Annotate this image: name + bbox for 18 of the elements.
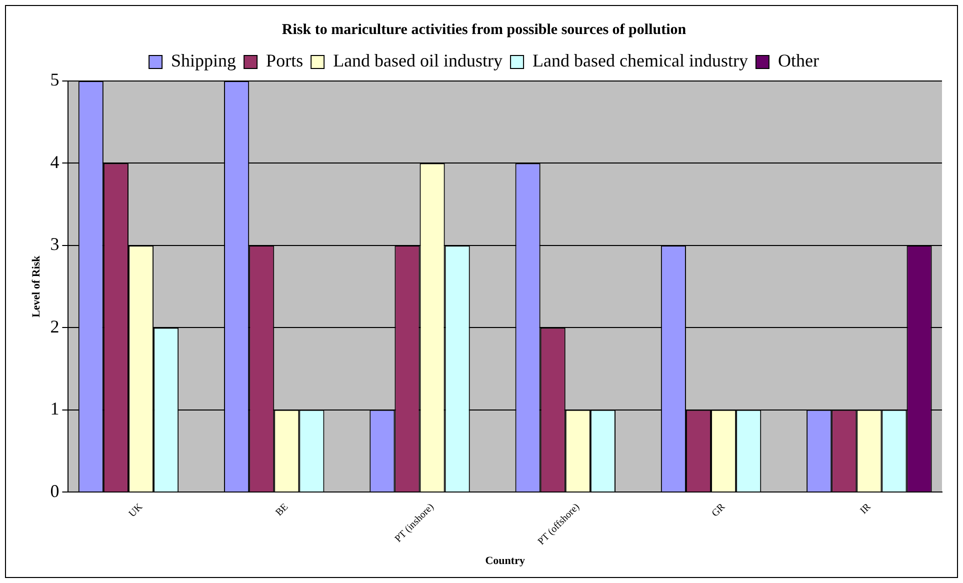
y-tick-label: 5 [50,70,60,90]
x-tick-label: IR [858,501,874,516]
y-tick-label: 3 [50,234,60,254]
legend-label: Land based oil industry [333,50,503,71]
legend-label: Land based chemical industry [532,50,748,71]
y-tick-label: 1 [50,398,60,419]
x-tick-label: BE [274,502,291,518]
x-tick-label: GR [710,501,728,520]
y-axis-title: Level of Risk [30,254,42,318]
x-axis-title: Country [485,555,526,568]
chart-title: Risk to mariculture activities from possible sources of pollution [282,22,687,38]
legend-label: Shipping [171,50,236,71]
y-tick-label: 0 [50,480,60,501]
y-tick-label: 4 [50,152,60,172]
x-tick-label: UK [126,501,146,520]
legend-label: Ports [266,50,304,71]
y-tick-label: 2 [50,316,60,336]
legend-label: Other [778,50,819,71]
